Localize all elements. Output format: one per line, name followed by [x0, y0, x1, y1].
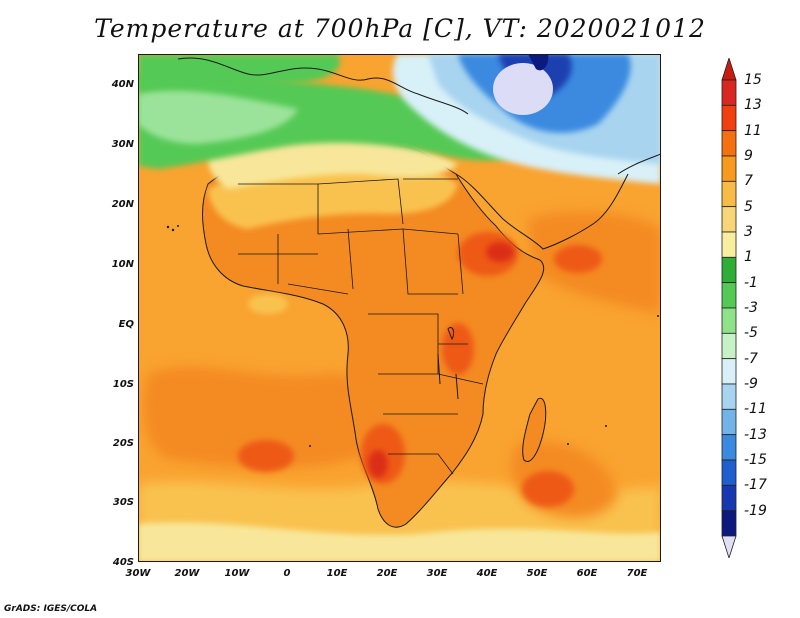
map-title: Temperature at 700hPa [C], VT: 202002101…: [94, 14, 706, 43]
colorbar-label: -13: [744, 426, 767, 443]
map-frame: [138, 54, 661, 562]
lat-tick: 10N: [111, 259, 134, 270]
colorbar-swatch: [721, 79, 737, 106]
colorbar-label: 13: [744, 97, 762, 114]
lon-tick: 50E: [526, 568, 548, 579]
madagascar-island: [522, 397, 547, 462]
color-scale-bar: [721, 58, 737, 558]
lat-tick: 10S: [112, 379, 134, 390]
lon-tick: 60E: [576, 568, 598, 579]
colorbar-label: -7: [744, 350, 758, 367]
europe-coastline: [177, 57, 469, 115]
colorbar-swatch: [721, 408, 737, 436]
colorbar-swatch: [721, 231, 737, 258]
turkey-cold-core: [493, 63, 553, 115]
east-africa-hot-spot: [442, 323, 474, 375]
colorbar-swatch: [721, 155, 737, 182]
lat-tick: 20S: [112, 438, 134, 449]
colorbar-swatch: [721, 104, 737, 132]
colorbar-swatch: [721, 484, 737, 512]
colorbar-label: -17: [744, 477, 767, 494]
colorbar-swatch: [721, 434, 737, 461]
lat-tick: 20N: [111, 199, 134, 210]
indian-hot-spot: [522, 471, 574, 507]
temperature-map: [138, 54, 661, 562]
colorbar-swatch: [721, 282, 737, 309]
colorbar-swatch: [721, 130, 737, 157]
lon-tick: 40E: [476, 568, 498, 579]
colorbar-top-arrow: [721, 58, 737, 81]
colorbar-swatch: [721, 332, 737, 360]
colorbar-label: 3: [744, 224, 753, 240]
lat-tick: 40N: [111, 79, 134, 90]
lon-tick: 30E: [426, 568, 448, 579]
colorbar-label: 9: [744, 148, 753, 164]
colorbar-swatch: [721, 510, 737, 537]
colorbar-swatch: [721, 256, 737, 284]
grads-credit: GrADS: IGES/COLA: [4, 604, 98, 614]
colorbar-label: -1: [744, 274, 758, 291]
mediterranean-green-zone: [138, 72, 538, 169]
lat-tick: 30S: [112, 497, 134, 508]
colorbar-swatch: [721, 383, 737, 410]
lon-tick: 0: [283, 568, 291, 579]
colorbar-label: -15: [744, 452, 767, 468]
country-borders: [238, 178, 484, 475]
west-africa-mild-spot: [248, 294, 288, 314]
island-markers: [166, 225, 659, 447]
atlantic-light-green-zone: [138, 90, 298, 144]
lat-tick: EQ: [118, 319, 134, 330]
colorbar-label: 15: [744, 72, 762, 88]
lat-tick: 30N: [111, 139, 134, 150]
colorbar-label: 11: [744, 122, 762, 139]
lon-tick: 70E: [626, 568, 648, 579]
black-sea-navy-zone: [528, 54, 549, 71]
colorbar-label: -11: [744, 401, 767, 418]
ethiopia-very-hot-spot: [486, 242, 514, 262]
lon-tick: 10W: [224, 568, 250, 579]
asia-coastline: [617, 153, 661, 175]
colorbar-swatch: [721, 358, 737, 385]
lon-tick: 20E: [376, 568, 398, 579]
colorbar-swatch: [721, 206, 737, 233]
colorbar-label: 5: [744, 198, 753, 215]
colorbar-swatch: [721, 307, 737, 334]
lon-tick: 20W: [174, 568, 200, 579]
colorbar-label: -19: [744, 502, 767, 519]
lat-tick: 40S: [112, 557, 134, 568]
colorbar-bottom-arrow: [721, 535, 737, 558]
colorbar-label: 7: [744, 173, 753, 190]
colorbar-label: -9: [744, 376, 758, 392]
colorbar-label: -3: [744, 300, 758, 316]
southern-pale-zone: [138, 522, 661, 562]
colorbar-label: 1: [744, 249, 753, 266]
atlantic-warm-zone: [143, 366, 372, 468]
colorbar-swatch: [721, 459, 737, 486]
atlantic-hot-spot: [238, 440, 294, 472]
east-african-lakes: [437, 326, 459, 400]
kalahari-very-hot-spot: [368, 450, 388, 478]
arabia-coastline: [455, 173, 629, 250]
arabian-hot-spot: [554, 245, 602, 273]
lon-tick: 10E: [326, 568, 348, 579]
lon-tick: 30W: [125, 568, 151, 579]
colorbar-label: -5: [744, 325, 758, 342]
colorbar-swatch: [721, 180, 737, 208]
